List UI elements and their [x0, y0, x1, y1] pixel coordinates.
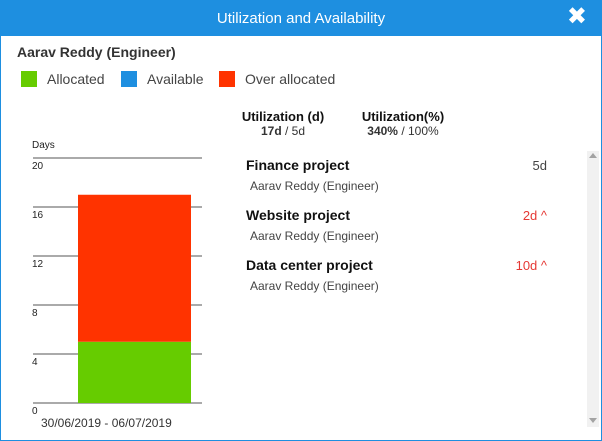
- project-assignee: Aarav Reddy (Engineer): [250, 229, 379, 243]
- legend-item-allocated: Allocated: [21, 71, 105, 87]
- project-item[interactable]: Data center project 10d ^ Aarav Reddy (E…: [237, 251, 577, 301]
- dialog-titlebar: Utilization and Availability ✖: [1, 1, 601, 36]
- scroll-up-icon[interactable]: [589, 153, 597, 158]
- utilization-chart: Days 0 4 8 12 16 20 30/06/2019 - 06/07/2019: [1, 136, 231, 436]
- project-item[interactable]: Website project 2d ^ Aarav Reddy (Engine…: [237, 201, 577, 251]
- utilization-percent-value: 340% / 100%: [367, 124, 439, 138]
- legend-swatch-allocated: [21, 71, 37, 87]
- project-list-scrollbar[interactable]: [587, 151, 599, 427]
- project-days: 5d: [532, 158, 547, 173]
- chart-svg: [33, 157, 202, 404]
- y-tick-label: 8: [32, 308, 38, 319]
- project-days: 2d ^: [522, 208, 547, 223]
- utilization-percent-header: Utilization(%): [361, 109, 445, 124]
- project-assignee: Aarav Reddy (Engineer): [250, 179, 379, 193]
- project-name: Data center project: [246, 257, 373, 273]
- utilization-days-value: 17d / 5d: [260, 124, 306, 138]
- y-tick-label: 0: [32, 406, 38, 417]
- y-tick-label: 20: [32, 161, 44, 172]
- scroll-down-icon[interactable]: [589, 418, 597, 423]
- project-item[interactable]: Finance project 5d Aarav Reddy (Engineer…: [237, 151, 577, 201]
- project-list: Finance project 5d Aarav Reddy (Engineer…: [237, 151, 587, 427]
- legend-swatch-available: [121, 71, 137, 87]
- legend-item-over-allocated: Over allocated: [219, 71, 335, 87]
- legend-item-available: Available: [121, 71, 204, 87]
- legend-label: Over allocated: [245, 71, 336, 87]
- bar-segment-over-allocated[interactable]: [78, 194, 191, 342]
- bar-segment-allocated[interactable]: [78, 341, 191, 403]
- y-axis-label: Days: [32, 140, 55, 151]
- project-days: 10d ^: [515, 258, 547, 273]
- x-category-label: 30/06/2019 - 06/07/2019: [41, 416, 172, 430]
- y-tick-label: 16: [32, 210, 44, 221]
- y-tick-label: 4: [32, 357, 38, 368]
- legend-label: Allocated: [47, 71, 105, 87]
- close-icon[interactable]: ✖: [566, 3, 587, 30]
- y-tick-label: 12: [32, 259, 44, 270]
- legend-label: Available: [147, 71, 204, 87]
- project-assignee: Aarav Reddy (Engineer): [250, 279, 379, 293]
- person-name: Aarav Reddy (Engineer): [17, 44, 176, 60]
- dialog-title: Utilization and Availability: [216, 10, 386, 27]
- legend-swatch-over-allocated: [219, 71, 235, 87]
- utilization-percent: Utilization(%) 340% / 100%: [353, 109, 453, 138]
- project-name: Website project: [246, 207, 350, 223]
- project-name: Finance project: [246, 157, 350, 173]
- utilization-days: Utilization (d) 17d / 5d: [233, 109, 333, 138]
- utilization-days-header: Utilization (d): [241, 109, 325, 124]
